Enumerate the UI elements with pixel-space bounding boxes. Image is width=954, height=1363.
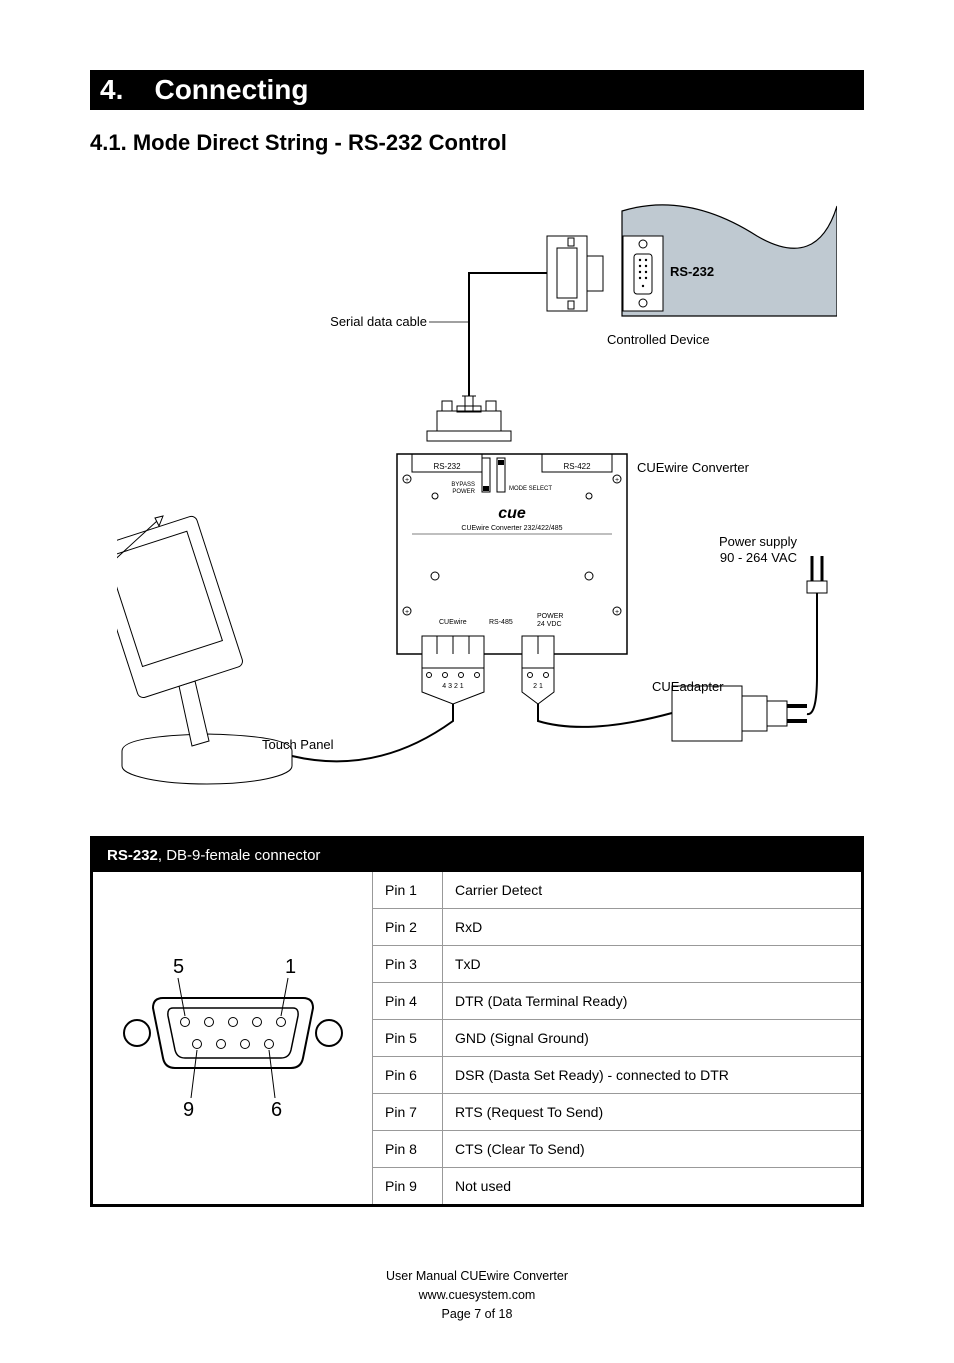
table-row: Pin 5GND (Signal Ground) [373,1019,861,1056]
conv-rs485: RS-485 [489,619,513,626]
table-row: Pin 7RTS (Request To Send) [373,1093,861,1130]
footer-page: Page 7 of 18 [90,1305,864,1324]
power-cable [538,704,672,727]
svg-text:+: + [615,477,619,484]
section-header: 4. Connecting [90,70,864,110]
cueadapter-icon [672,556,827,741]
pin-label-1: 1 [285,956,296,978]
subsection-header: 4.1. Mode Direct String - RS-232 Control [90,130,864,156]
conv-power24: POWER [537,613,563,620]
controlled-device-icon: RS-232 [592,196,837,316]
pin-label-6: 6 [271,1099,282,1121]
table-row: Pin 3TxD [373,945,861,982]
cuewire-converter-icon: RS-232 RS-422 + + BYPASS POWER MODE SELE… [397,454,627,704]
pin-description: CTS (Clear To Send) [443,1131,861,1167]
connection-diagram: RS-232 Controlled Device Serial data cab… [90,176,864,796]
section-title: Connecting [154,74,308,105]
power-supply-1: Power supply [719,534,798,549]
subsection-number: 4.1. [90,130,127,155]
pin-description: DTR (Data Terminal Ready) [443,983,861,1019]
svg-text:+: + [405,609,409,616]
svg-text:+: + [405,477,409,484]
table-row: Pin 4DTR (Data Terminal Ready) [373,982,861,1019]
pin-number: Pin 4 [373,983,443,1019]
pin-number: Pin 6 [373,1057,443,1093]
pin-description: DSR (Dasta Set Ready) - connected to DTR [443,1057,861,1093]
term-21: 2 1 [533,683,543,690]
table-header: RS-232, DB-9-female connector [93,839,861,872]
table-row: Pin 9Not used [373,1167,861,1204]
serial-plug-top [517,236,603,311]
conv-power-sw: POWER [452,489,475,495]
pin-number: Pin 2 [373,909,443,945]
pin-number: Pin 1 [373,872,443,908]
table-row: Pin 8CTS (Clear To Send) [373,1130,861,1167]
conv-modeselect: MODE SELECT [509,486,552,492]
pin-description: GND (Signal Ground) [443,1020,861,1056]
power-supply-2: 90 - 264 VAC [720,550,797,565]
controlled-device-label: Controlled Device [607,332,710,347]
conv-rs232: RS-232 [433,462,461,471]
serial-cable-label: Serial data cable [330,314,427,329]
svg-text:+: + [615,609,619,616]
rs232-connector-table: RS-232, DB-9-female connector [90,836,864,1207]
table-header-rest: , DB-9-female connector [158,847,321,864]
footer-url: www.cuesystem.com [90,1286,864,1305]
conv-model: CUEwire Converter 232/422/485 [461,525,562,532]
pin-description: Carrier Detect [443,872,861,908]
rs232-port-label: RS-232 [670,264,714,279]
conv-rs422: RS-422 [563,462,591,471]
page-footer: User Manual CUEwire Converter www.cuesys… [90,1267,864,1323]
pin-number: Pin 5 [373,1020,443,1056]
conv-24vdc: 24 VDC [537,621,562,628]
conv-cuewire: CUEwire [439,619,467,626]
pin-label-9: 9 [183,1099,194,1121]
term-4321: 4 3 2 1 [442,683,464,690]
conv-bypass: BYPASS [451,482,475,488]
conv-brand: cue [498,505,526,522]
footer-manual: User Manual CUEwire Converter [90,1267,864,1286]
pin-number: Pin 9 [373,1168,443,1204]
converter-top-port [427,401,511,441]
cuewire-cable [292,704,453,761]
table-header-bold: RS-232 [107,847,158,864]
cueadapter-label: CUEadapter [652,679,724,694]
pin-description: TxD [443,946,861,982]
pin-number: Pin 3 [373,946,443,982]
pin-rows-container: Pin 1Carrier DetectPin 2RxDPin 3TxDPin 4… [373,872,861,1204]
table-row: Pin 2RxD [373,908,861,945]
pin-label-5: 5 [173,956,184,978]
serial-cable [462,273,517,411]
pin-number: Pin 8 [373,1131,443,1167]
touch-panel-label: Touch Panel [262,737,334,752]
table-row: Pin 1Carrier Detect [373,872,861,908]
table-row: Pin 6DSR (Dasta Set Ready) - connected t… [373,1056,861,1093]
diagram-svg: RS-232 Controlled Device Serial data cab… [117,176,837,796]
db9-connector-diagram: 5 1 9 6 [93,872,373,1204]
pin-description: RTS (Request To Send) [443,1094,861,1130]
subsection-title: Mode Direct String - RS-232 Control [133,130,507,155]
pin-description: Not used [443,1168,861,1204]
converter-label: CUEwire Converter [637,460,750,475]
pin-description: RxD [443,909,861,945]
pin-number: Pin 7 [373,1094,443,1130]
section-number: 4. [100,74,123,105]
